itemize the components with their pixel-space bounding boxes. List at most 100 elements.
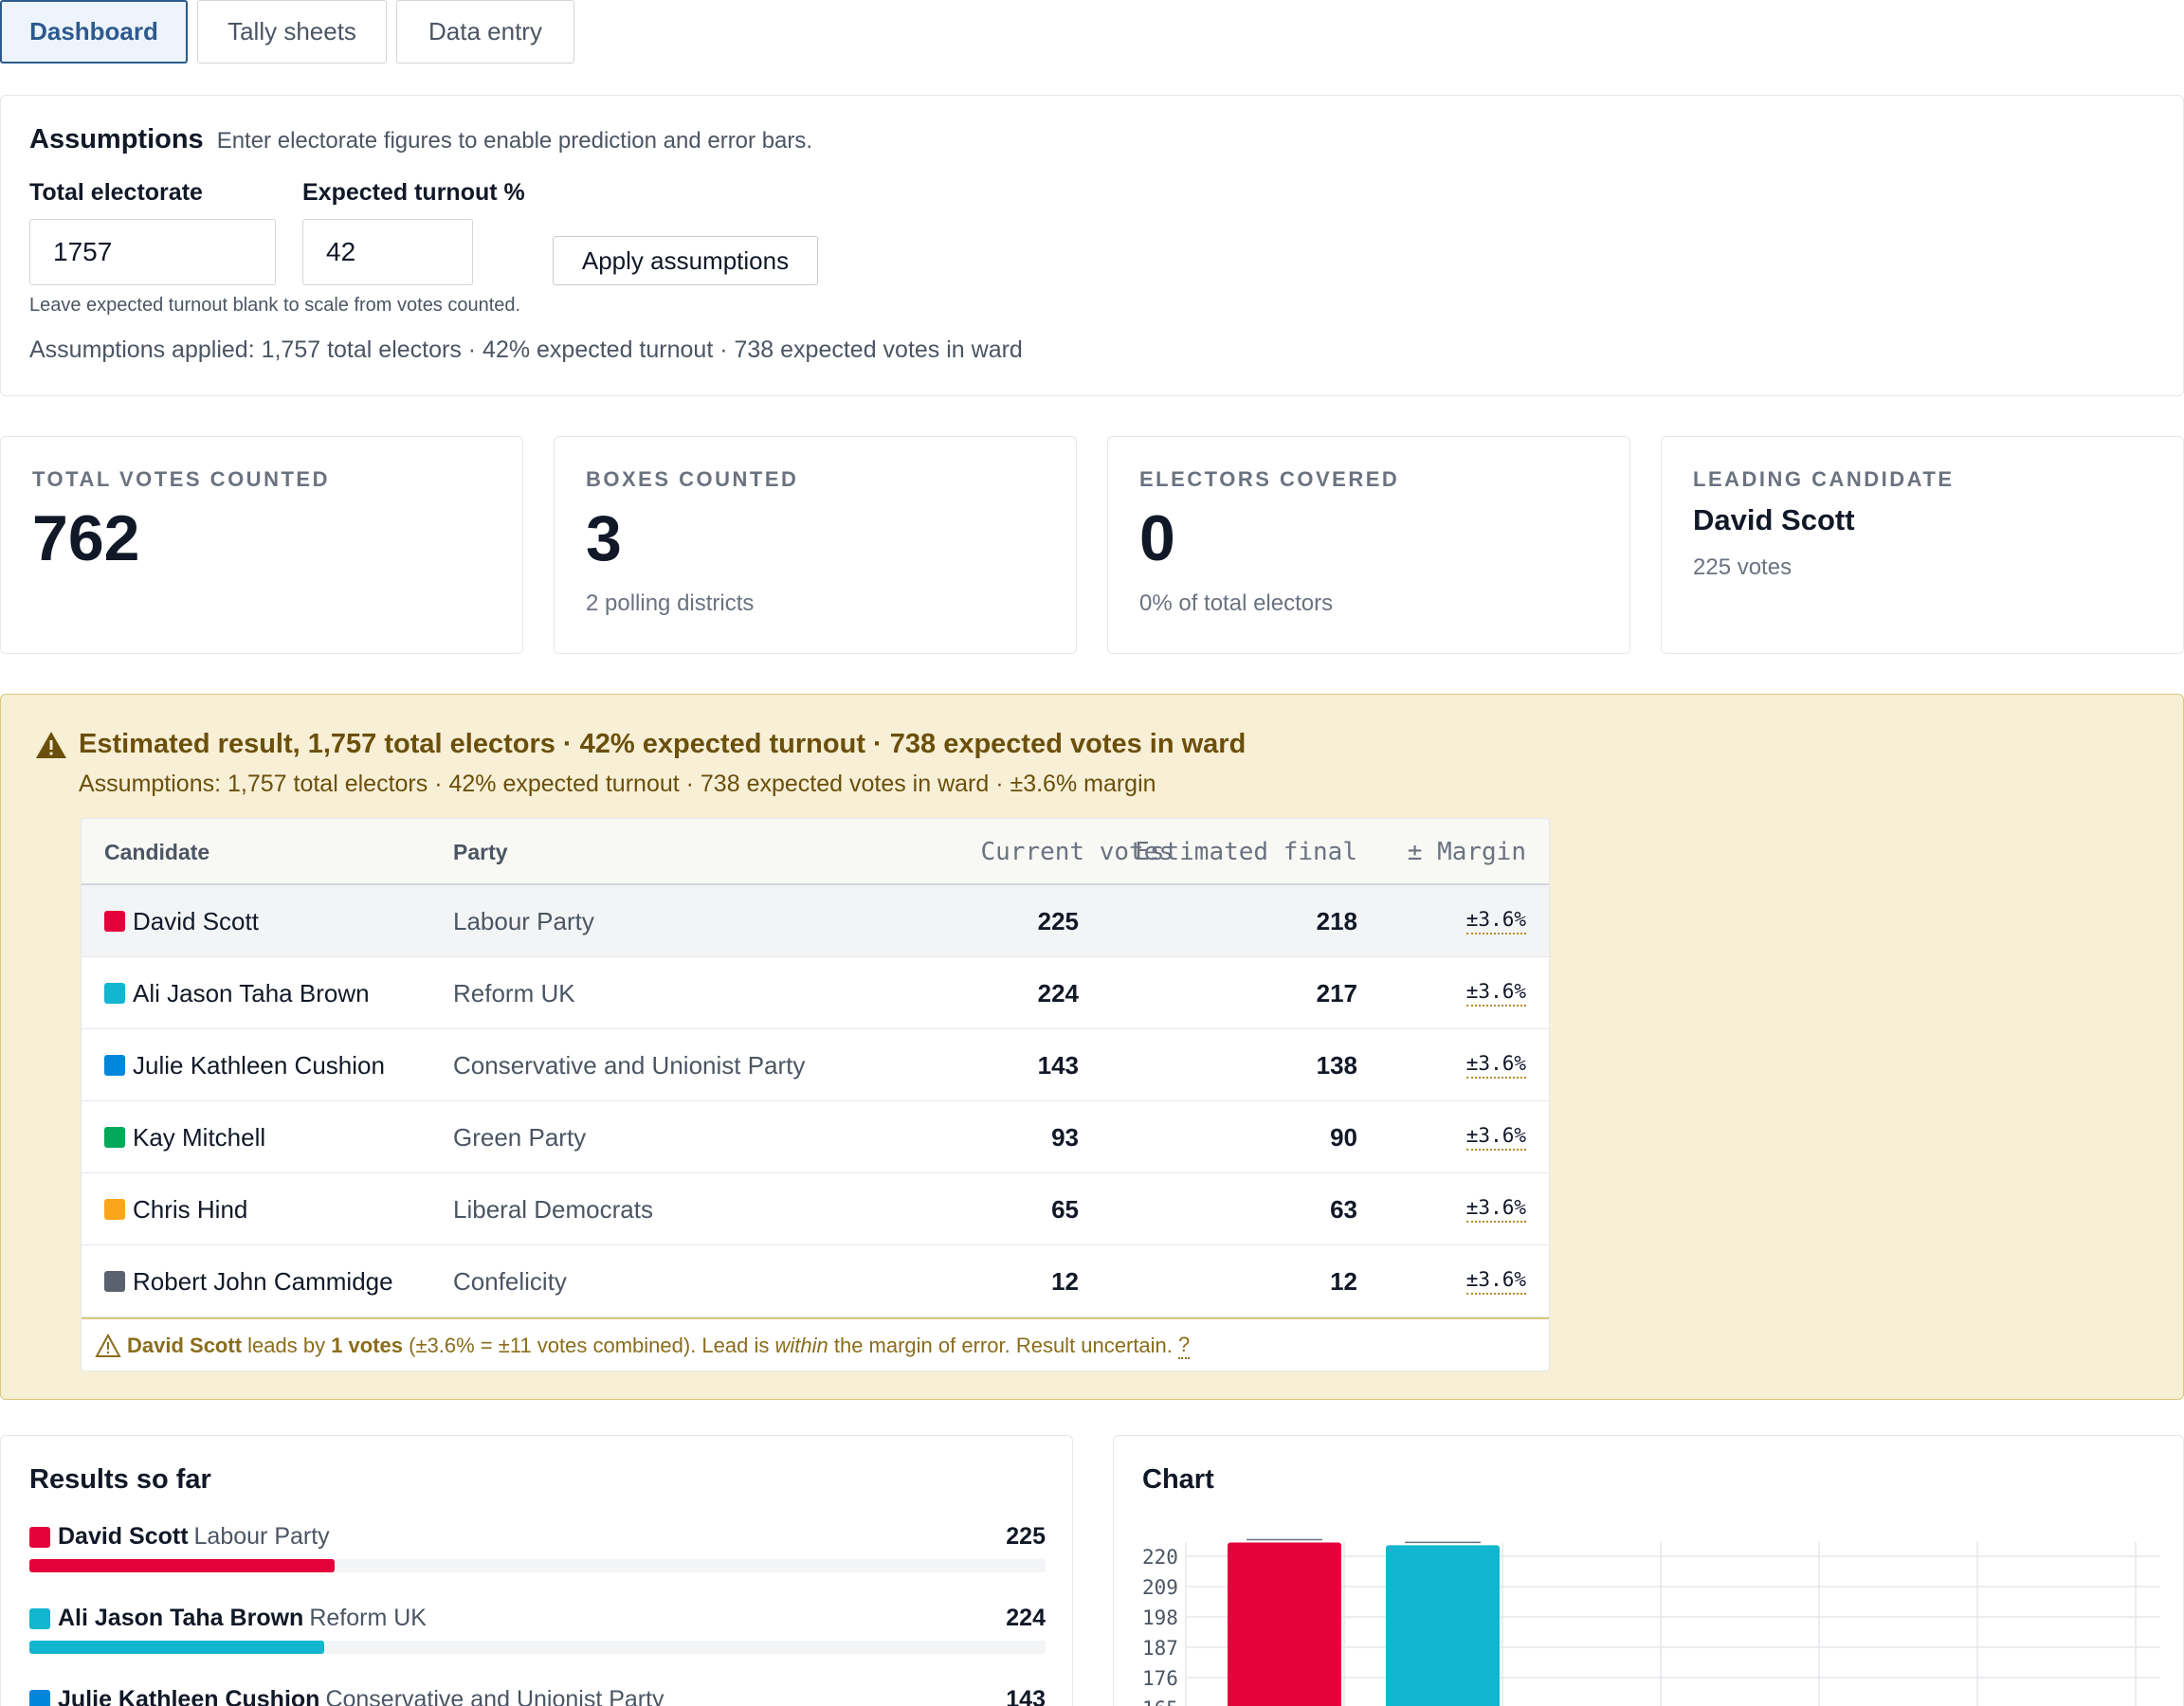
result-candidate: Julie Kathleen Cushion: [58, 1686, 320, 1706]
footer-within: within: [774, 1334, 828, 1357]
header-margin[interactable]: ± Margin: [1407, 838, 1526, 866]
y-tick-label: 165: [1142, 1697, 1178, 1706]
y-tick-label: 220: [1142, 1546, 1178, 1569]
bar-chart: 220 209 198 187 176 165: [1142, 1538, 2160, 1706]
y-tick-label: 176: [1142, 1667, 1178, 1690]
estimated-final: 217: [1316, 978, 1357, 1007]
chart-title: Chart: [1142, 1464, 1214, 1495]
result-candidate: Ali Jason Taha Brown: [58, 1605, 304, 1631]
tab-bar: Dashboard Tally sheets Data entry: [0, 0, 574, 64]
result-bar-track: [29, 1559, 1046, 1572]
candidate-cell: Chris Hind: [104, 1173, 247, 1245]
table-row: David Scott Labour Party 225 218 ±3.6%: [82, 885, 1549, 957]
result-line: Ali Jason Taha Brown Reform UK 224: [29, 1605, 1046, 1632]
chart-bar[interactable]: [1386, 1545, 1500, 1706]
turnout-input[interactable]: 42: [302, 219, 473, 285]
result-votes: 143: [1006, 1686, 1046, 1706]
party-color-swatch: [104, 983, 125, 1004]
margin-value[interactable]: ±3.6%: [1465, 1029, 1526, 1101]
result-party: Reform UK: [309, 1605, 427, 1631]
assumptions-title: Assumptions: [29, 124, 204, 154]
stat-electors-covered: ELECTORS COVERED 0 0% of total electors: [1107, 436, 1630, 654]
result-item: Ali Jason Taha Brown Reform UK 224: [29, 1605, 1046, 1654]
estimated-final: 90: [1330, 1122, 1357, 1152]
party-color-swatch: [29, 1607, 50, 1629]
candidate-name: Julie Kathleen Cushion: [133, 1050, 385, 1080]
footer-votes: 1 votes: [331, 1334, 404, 1357]
result-votes: 224: [1006, 1605, 1046, 1631]
leading-candidate-name: David Scott: [1693, 503, 1855, 536]
margin-value[interactable]: ±3.6%: [1465, 1173, 1526, 1245]
candidate-name: Kay Mitchell: [133, 1122, 266, 1152]
electorate-input[interactable]: 1757: [29, 219, 276, 285]
estimated-result-panel: Estimated result, 1,757 total electors ·…: [0, 694, 2184, 1400]
candidate-name: Robert John Cammidge: [133, 1266, 393, 1296]
table-header: Candidate Party Current votes Estimated …: [82, 819, 1549, 885]
party-color-swatch: [104, 1199, 125, 1220]
margin-value[interactable]: ±3.6%: [1465, 957, 1526, 1029]
current-votes: 12: [1051, 1266, 1079, 1296]
results-so-far-panel: Results so far David Scott Labour Party 22…: [0, 1435, 1073, 1706]
margin-value[interactable]: ±3.6%: [1465, 1245, 1526, 1317]
footer-help-link[interactable]: ?: [1178, 1333, 1191, 1359]
result-line: David Scott Labour Party 225: [29, 1523, 1046, 1551]
margin-value[interactable]: ±3.6%: [1465, 885, 1526, 957]
table-row: Ali Jason Taha Brown Reform UK 224 217 ±3.6%: [82, 957, 1549, 1029]
result-item: Julie Kathleen Cushion Conservative and U…: [29, 1686, 1046, 1706]
stat-sub: 2 polling districts: [586, 590, 755, 616]
chart-bar[interactable]: [1228, 1542, 1341, 1706]
party-color-swatch: [104, 1271, 125, 1292]
estimate-subtitle: Assumptions: 1,757 total electors · 42% …: [79, 771, 1156, 797]
party-color-swatch: [104, 1127, 125, 1148]
candidate-cell: David Scott: [104, 885, 259, 957]
margin-value[interactable]: ±3.6%: [1465, 1101, 1526, 1173]
header-candidate[interactable]: Candidate: [104, 839, 210, 864]
assumptions-panel: Assumptions Enter electorate figures to …: [0, 95, 2184, 396]
result-party: Labour Party: [193, 1523, 330, 1550]
candidate-name: Chris Hind: [133, 1194, 248, 1224]
candidate-cell: Ali Jason Taha Brown: [104, 957, 370, 1029]
footer-leader: David Scott: [127, 1334, 243, 1357]
header-estimated-final[interactable]: Estimated final: [1135, 838, 1357, 866]
party-name: Conservative and Unionist Party: [453, 1050, 806, 1080]
stat-boxes-counted: BOXES COUNTED 3 2 polling districts: [554, 436, 1077, 654]
party-name: Confelicity: [453, 1266, 567, 1296]
result-bar-track: [29, 1641, 1046, 1654]
header-party[interactable]: Party: [453, 839, 508, 864]
current-votes: 225: [1037, 906, 1079, 935]
estimate-table: Candidate Party Current votes Estimated …: [81, 818, 1550, 1371]
y-tick-label: 198: [1142, 1606, 1178, 1629]
candidate-cell: Kay Mitchell: [104, 1101, 265, 1173]
tab-data-entry[interactable]: Data entry: [396, 0, 574, 64]
tab-dashboard[interactable]: Dashboard: [0, 0, 188, 64]
warning-outline-icon: [95, 1334, 121, 1357]
result-line: Julie Kathleen Cushion Conservative and U…: [29, 1686, 1046, 1706]
turnout-hint: Leave expected turnout blank to scale fr…: [29, 295, 521, 316]
estimated-final: 138: [1316, 1050, 1357, 1080]
footer-tail: the margin of error. Result uncertain.: [828, 1334, 1179, 1357]
electorate-label: Total electorate: [29, 179, 203, 206]
current-votes: 224: [1037, 978, 1079, 1007]
footer-combined: (±3.6% = ±11 votes combined). Lead is: [403, 1334, 775, 1357]
table-row: Kay Mitchell Green Party 93 90 ±3.6%: [82, 1101, 1549, 1173]
party-color-swatch: [29, 1526, 50, 1548]
apply-assumptions-button[interactable]: Apply assumptions: [553, 236, 818, 285]
result-item: David Scott Labour Party 225: [29, 1523, 1046, 1572]
result-party: Conservative and Unionist Party: [325, 1686, 664, 1706]
party-name: Liberal Democrats: [453, 1194, 653, 1224]
candidate-name: David Scott: [133, 906, 259, 935]
header-current-votes[interactable]: Current votes: [980, 838, 1174, 866]
party-color-swatch: [104, 1055, 125, 1076]
party-color-swatch: [29, 1689, 50, 1706]
tab-tally-sheets[interactable]: Tally sheets: [197, 0, 387, 64]
estimated-final: 63: [1330, 1194, 1357, 1224]
turnout-label: Expected turnout %: [302, 179, 525, 206]
current-votes: 93: [1051, 1122, 1079, 1152]
stat-value: 762: [32, 502, 140, 574]
table-row: Chris Hind Liberal Democrats 65 63 ±3.6%: [82, 1173, 1549, 1245]
assumptions-applied: Assumptions applied: 1,757 total elector…: [29, 336, 1023, 363]
stat-value: 3: [586, 502, 622, 574]
current-votes: 65: [1051, 1194, 1079, 1224]
estimate-title: Estimated result, 1,757 total electors ·…: [79, 729, 1247, 759]
stat-sub: 225 votes: [1693, 554, 1793, 580]
